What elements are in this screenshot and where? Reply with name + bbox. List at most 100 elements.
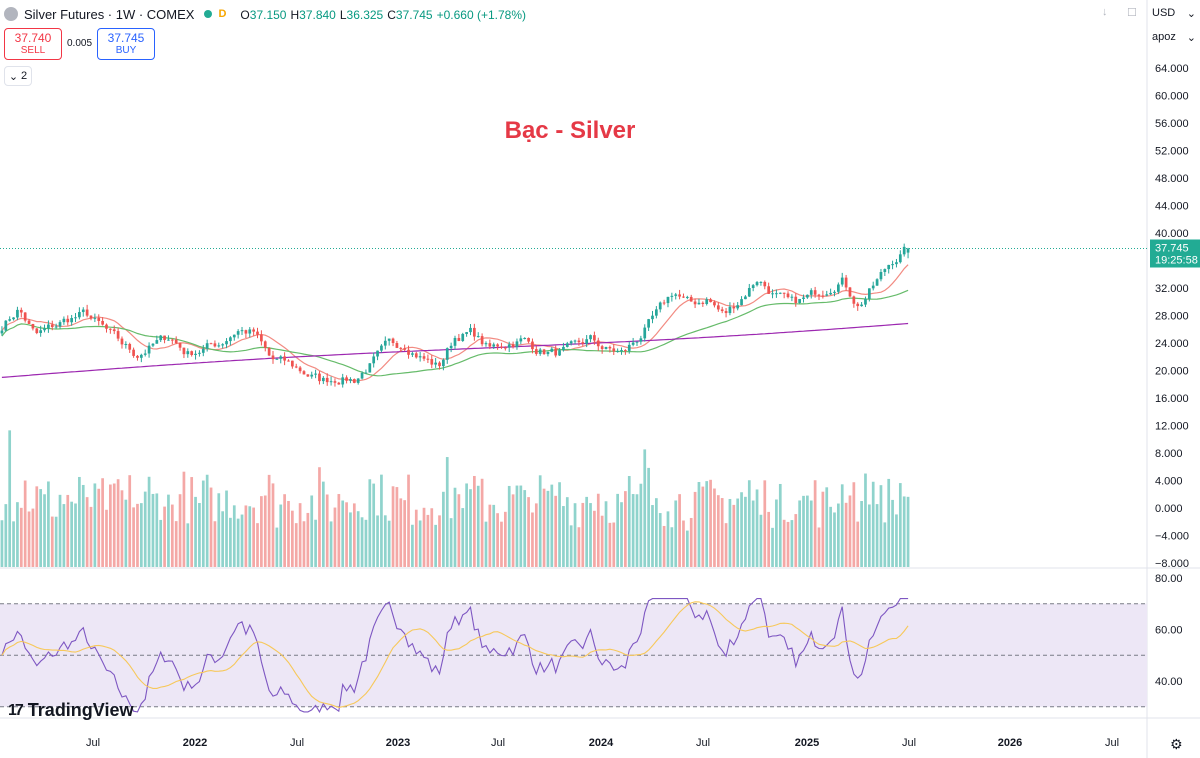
indicators-toggle[interactable]: ⌄ 2 <box>4 66 32 86</box>
candle-body <box>864 298 867 305</box>
volume-bar <box>426 514 430 567</box>
candle-body <box>767 286 771 294</box>
candle-body <box>248 329 252 334</box>
volume-bar <box>581 502 585 567</box>
volume-bar <box>442 491 445 567</box>
candle-body <box>651 315 654 320</box>
volume-bar <box>550 484 554 567</box>
candle-body <box>449 345 453 349</box>
candle-body <box>445 348 449 360</box>
volume-bar <box>763 480 767 567</box>
candle-body <box>236 331 240 335</box>
volume-bar <box>244 505 248 567</box>
time-tick-label: Jul <box>491 737 505 749</box>
time-tick-label: 2026 <box>998 737 1022 749</box>
symbol-title[interactable]: Silver Futures · 1W · COMEX <box>24 6 195 22</box>
candle-body <box>356 378 360 383</box>
candle-body <box>252 329 255 332</box>
volume-bar <box>383 515 387 567</box>
candle-body <box>345 377 348 381</box>
buy-button[interactable]: 37.745 BUY <box>97 28 155 60</box>
volume-bar <box>449 518 453 567</box>
volume-bar <box>209 487 213 567</box>
candle-body <box>267 347 271 356</box>
volume-bar <box>325 494 329 567</box>
candle-body <box>310 374 314 377</box>
price-tick-label: 4.000 <box>1155 476 1183 488</box>
candle-body <box>16 309 19 318</box>
candle-body <box>848 287 852 297</box>
candle-body <box>105 324 108 329</box>
candle-body <box>751 285 755 289</box>
price-tick-label: 8.000 <box>1155 448 1183 460</box>
volume-bar <box>124 499 128 567</box>
volume-bar <box>201 480 205 567</box>
arrow-down-icon[interactable]: ↓ <box>1102 6 1108 18</box>
candle-body <box>221 344 225 346</box>
candle-body <box>635 341 639 343</box>
candle-body <box>542 349 546 355</box>
scale-mode-select[interactable]: apoz ⌄ <box>1152 28 1196 46</box>
chevron-down-icon: ⌄ <box>1186 31 1196 44</box>
volume-bar <box>12 521 15 567</box>
volume-bar <box>627 476 631 567</box>
volume-bar <box>302 521 306 567</box>
candle-body <box>550 348 554 352</box>
candle-body <box>321 377 325 382</box>
candle-body <box>438 362 441 367</box>
sell-button[interactable]: 37.740 SELL <box>4 28 62 60</box>
volume-bar <box>480 478 484 567</box>
candle-body <box>109 328 112 330</box>
price-tick-label: 48.000 <box>1155 173 1189 185</box>
volume-bar <box>898 483 902 567</box>
candle-body <box>27 320 31 324</box>
volume-bar <box>387 520 391 567</box>
currency-label: USD <box>1152 7 1176 19</box>
candle-body <box>682 296 685 298</box>
volume-bar <box>554 495 558 567</box>
volume-bar <box>287 500 290 567</box>
candle-body <box>232 334 236 338</box>
time-tick-label: Jul <box>902 737 916 749</box>
tradingview-logo: 17 TradingView <box>8 700 134 721</box>
time-tick-label: 2023 <box>386 737 410 749</box>
candle-body <box>395 343 399 348</box>
candle-body <box>534 349 538 354</box>
maximize-icon[interactable]: ☐ <box>1127 7 1137 19</box>
candle-body <box>341 377 345 385</box>
volume-bar <box>643 449 647 567</box>
volume-bar <box>813 480 817 567</box>
volume-bar <box>438 515 441 567</box>
candle-body <box>306 374 310 377</box>
volume-bar <box>345 502 348 567</box>
candle-body <box>47 324 50 329</box>
settings-icon[interactable]: ⚙ <box>1170 736 1183 752</box>
candle-body <box>209 343 213 345</box>
volume-bar <box>658 513 662 567</box>
candle-body <box>66 318 70 323</box>
volume-bar <box>329 521 333 567</box>
candle-body <box>624 350 627 352</box>
candle-body <box>732 306 736 309</box>
candle-body <box>728 306 732 314</box>
volume-bar <box>484 521 488 567</box>
candle-body <box>716 305 720 310</box>
candle-body <box>399 347 403 349</box>
rsi-ma-line <box>1 601 909 708</box>
candle-body <box>167 339 170 341</box>
candle-body <box>821 295 825 297</box>
currency-select[interactable]: USD ⌄ <box>1152 4 1196 22</box>
volume-bar <box>422 507 426 567</box>
candle-body <box>906 248 910 253</box>
candle-body <box>600 346 604 349</box>
candle-body <box>372 356 376 364</box>
time-tick-label: 2022 <box>183 737 207 749</box>
candle-body <box>724 311 728 314</box>
volume-bar <box>112 483 116 567</box>
volume-bar <box>337 494 341 567</box>
candle-body <box>829 292 832 295</box>
time-tick-label: 2024 <box>589 737 614 749</box>
candle-body <box>755 282 759 286</box>
candle-body <box>360 372 364 379</box>
